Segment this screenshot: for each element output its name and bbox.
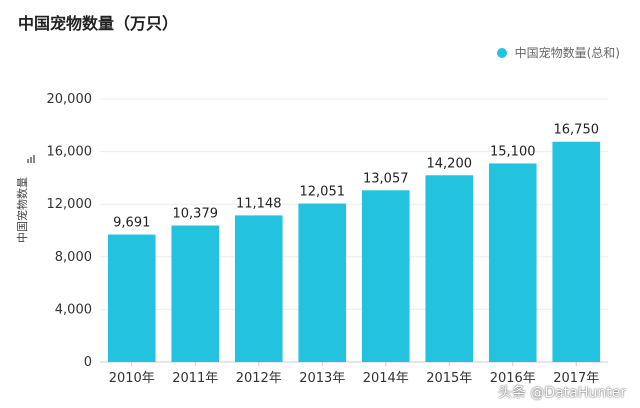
- data-label: 12,051: [300, 185, 346, 200]
- y-tick-label: 8,000: [55, 250, 92, 265]
- x-tick-label: 2017年: [553, 371, 599, 386]
- y-tick-label: 0: [84, 355, 92, 370]
- x-tick-label: 2012年: [236, 371, 282, 386]
- x-tick-label: 2011年: [172, 371, 218, 386]
- data-label: 10,379: [173, 207, 219, 222]
- data-label: 15,100: [490, 144, 536, 159]
- data-label: 9,691: [113, 216, 150, 231]
- y-tick-label: 16,000: [47, 145, 93, 160]
- x-tick-label: 2014年: [363, 371, 409, 386]
- watermark: 头条 @DataHunter: [497, 385, 626, 401]
- legend-swatch: [496, 47, 507, 58]
- bar: [298, 203, 347, 362]
- bar: [234, 215, 283, 362]
- bar: [361, 190, 410, 362]
- x-tick-label: 2016年: [490, 371, 536, 386]
- y-tick-label: 12,000: [47, 197, 93, 212]
- legend[interactable]: 中国宠物数量(总和): [496, 44, 620, 61]
- y-tick-label: 20,000: [47, 92, 93, 107]
- x-tick-label: 2015年: [426, 371, 472, 386]
- bar: [488, 163, 537, 362]
- bar: [425, 175, 474, 362]
- y-tick-label: 4,000: [55, 302, 92, 317]
- bar: [107, 234, 156, 362]
- data-label: 14,200: [427, 156, 473, 171]
- data-label: 13,057: [363, 171, 409, 186]
- chart-title: 中国宠物数量（万只）: [18, 14, 179, 33]
- axis-settings-icon[interactable]: [26, 154, 36, 164]
- data-label: 16,750: [554, 123, 600, 138]
- x-tick-label: 2010年: [109, 371, 155, 386]
- bar: [171, 225, 220, 362]
- x-tick-label: 2013年: [299, 371, 345, 386]
- legend-label: 中国宠物数量(总和): [514, 46, 620, 60]
- bar: [552, 141, 601, 362]
- data-label: 11,148: [236, 196, 282, 211]
